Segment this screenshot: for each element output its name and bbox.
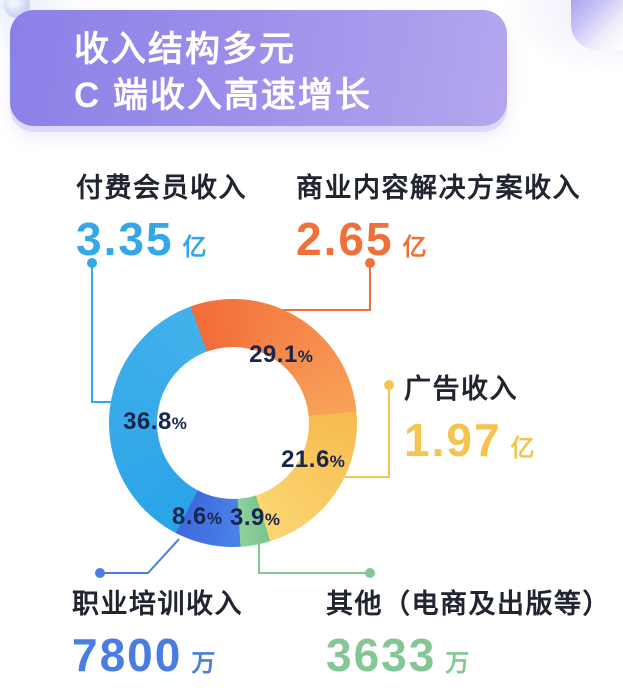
connector-dot-paid [87,258,97,268]
connector-line-paid [91,401,113,403]
callout-value: 2.65 亿 [296,212,581,266]
callout-commercial-content: 商业内容解决方案收入 2.65 亿 [296,166,581,266]
callout-value: 3633 万 [326,628,611,682]
connector-dot-advertising [384,380,394,390]
callout-label: 广告收入 [404,374,518,404]
connector-line-vocational [147,538,180,574]
page-title-line1: 收入结构多元 [74,30,297,69]
connector-line-vocational [100,572,149,574]
value-unit: 万 [445,650,470,677]
connector-line-others [258,540,260,574]
value-number: 2.65 [296,213,394,265]
connector-line-paid [91,263,93,403]
header-banner: 收入结构多元 C 端收入高速增长 [10,10,507,126]
page-title-line2: C 端收入高速增长 [74,76,373,115]
callout-value: 7800 万 [72,628,243,682]
value-unit: 亿 [510,435,535,462]
connector-line-others [259,572,369,574]
connector-dot-others [365,568,375,578]
percent-label-vocational: 8.6% [172,503,222,530]
connector-line-advertising [388,385,390,478]
percent-label-advertising: 21.6% [281,446,345,473]
callout-value: 1.97 亿 [404,413,535,467]
callout-advertising: 广告收入 1.97 亿 [404,367,535,467]
connector-dot-vocational [95,568,105,578]
connector-line-advertising [345,476,390,478]
value-number: 3633 [326,629,437,681]
connector-line-commercial [283,309,371,311]
percent-label-others: 3.9% [230,504,280,531]
value-unit: 万 [191,650,216,677]
donut-chart: 36.8% 29.1% 21.6% 3.9% 8.6% [109,299,357,547]
value-number: 1.97 [404,414,502,466]
callout-others: 其他（电商及出版等） 3633 万 [326,582,611,682]
callout-label: 付费会员收入 [76,173,247,203]
callout-label: 职业培训收入 [72,589,243,619]
decor-fold-corner [571,0,623,50]
callout-value: 3.35 亿 [76,212,247,266]
value-number: 7800 [72,629,183,681]
percent-label-commercial: 29.1% [249,341,313,368]
percent-label-paid: 36.8% [123,408,187,435]
connector-line-commercial [369,263,371,311]
callout-label: 商业内容解决方案收入 [296,173,581,203]
callout-vocational-training: 职业培训收入 7800 万 [72,582,243,682]
value-number: 3.35 [76,213,174,265]
callout-paid-membership: 付费会员收入 3.35 亿 [76,166,247,266]
callout-label: 其他（电商及出版等） [326,589,611,619]
value-unit: 亿 [182,234,207,261]
value-unit: 亿 [402,234,427,261]
connector-dot-commercial [365,258,375,268]
